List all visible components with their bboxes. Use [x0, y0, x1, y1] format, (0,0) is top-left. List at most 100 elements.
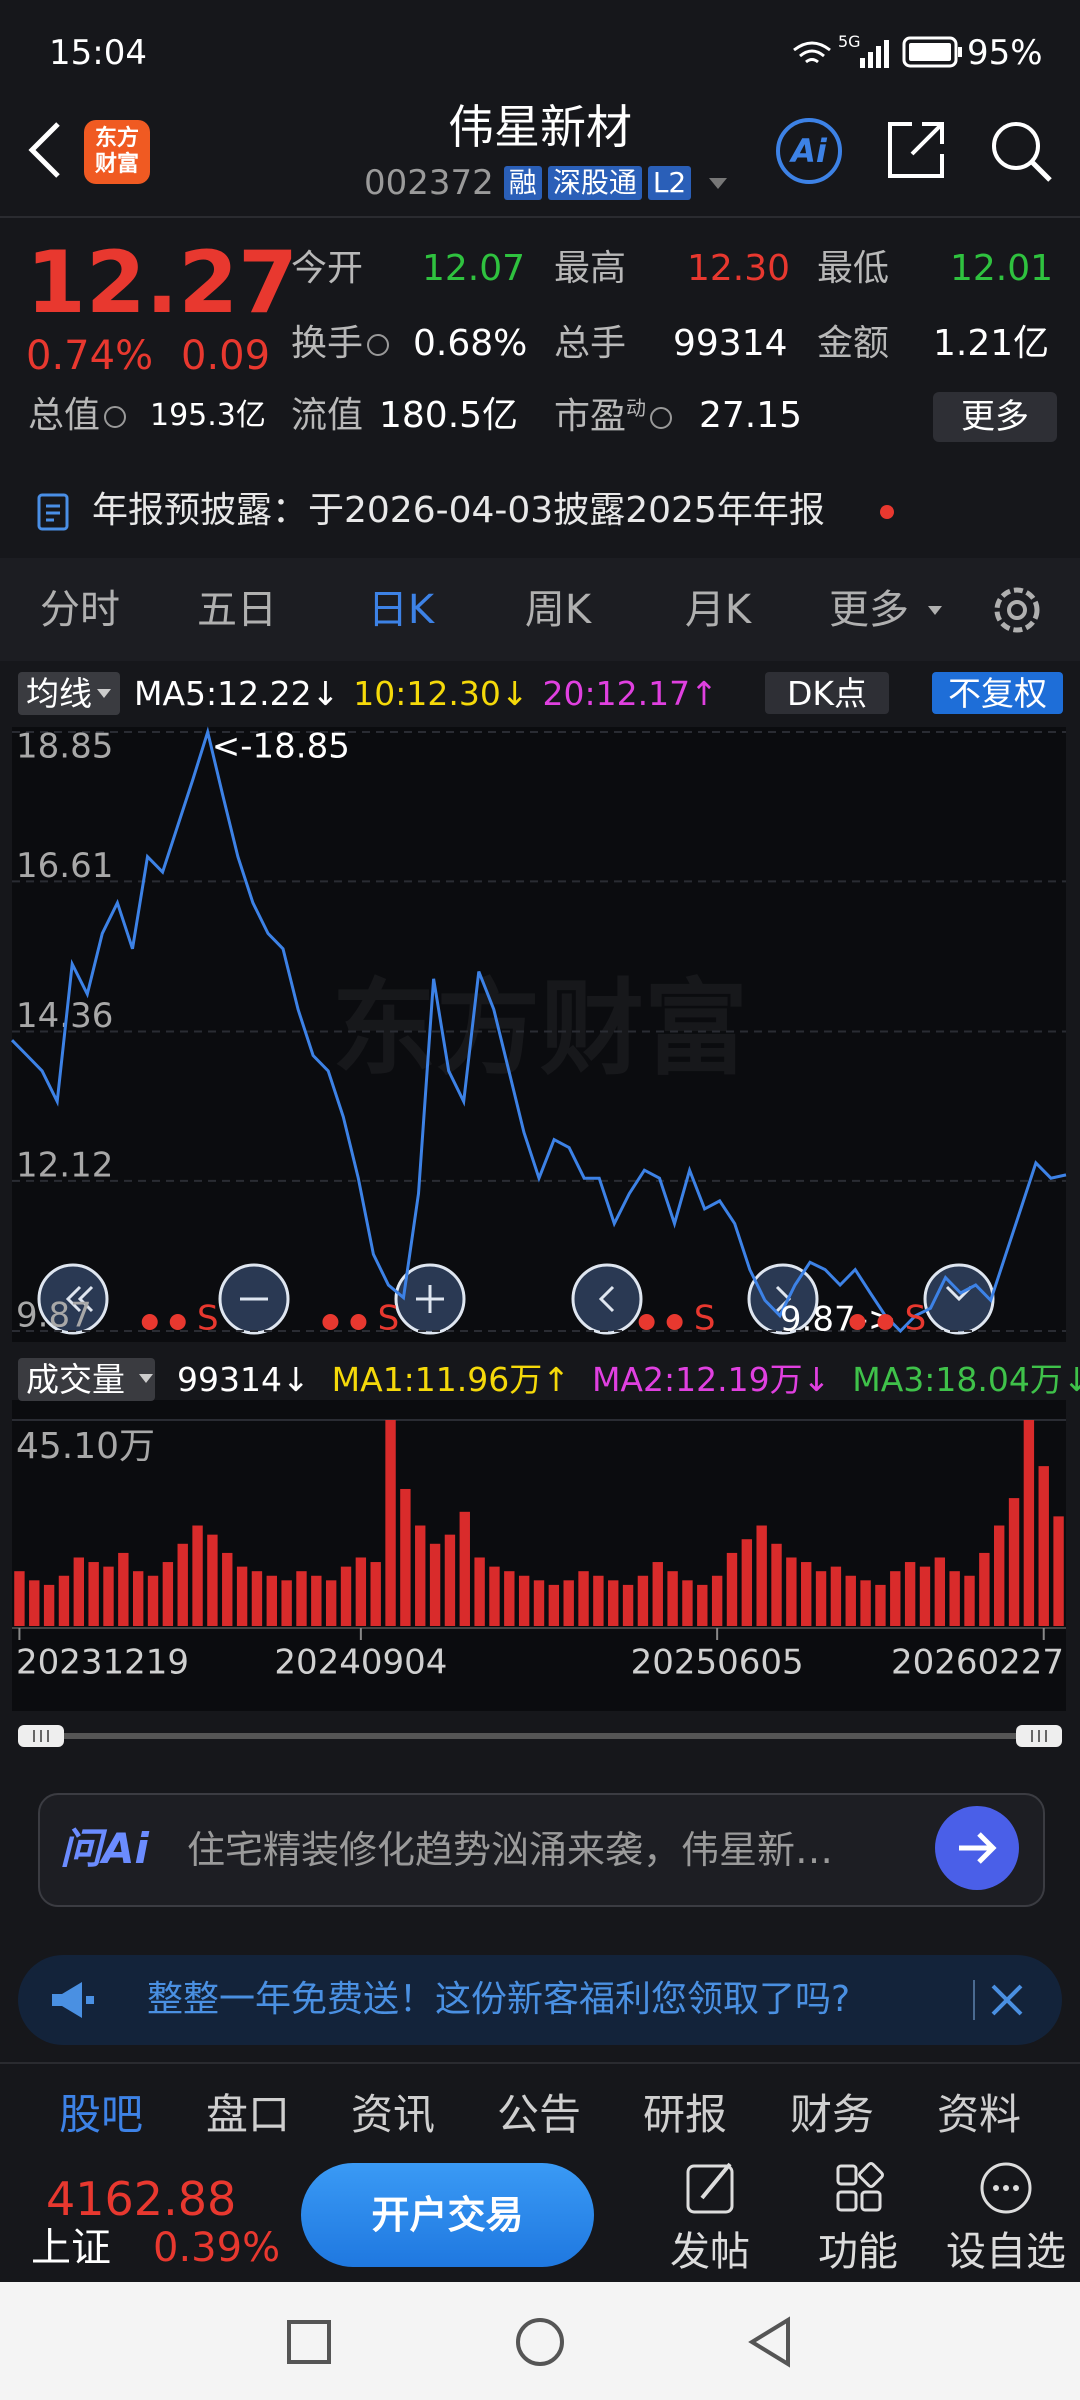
scroll-track [18, 1733, 1062, 1739]
volume-bar [29, 1580, 40, 1626]
ma-value: 10:12.30↓ [353, 674, 529, 713]
period-tab[interactable]: 分时 [40, 587, 120, 633]
volume-bar [964, 1575, 975, 1626]
more-button[interactable]: 更多 [933, 392, 1057, 442]
promo-icon [52, 1982, 94, 2018]
signal-dot [877, 1314, 894, 1330]
volume-bar [340, 1566, 352, 1626]
volume-bar [474, 1557, 485, 1626]
back-button[interactable] [22, 120, 66, 180]
period-tab[interactable]: 月K [684, 587, 752, 633]
promo-divider [973, 1980, 975, 2020]
promo-banner[interactable] [18, 1955, 1062, 2045]
bottom-tab[interactable]: 资讯 [350, 2090, 435, 2139]
volume-bar [370, 1562, 381, 1626]
share-button[interactable] [884, 118, 948, 182]
volume-bar [652, 1562, 663, 1626]
volume-bar [756, 1525, 767, 1626]
ma-value: 20:12.17↑ [542, 674, 718, 713]
volume-bar [236, 1566, 248, 1626]
signal-dot [849, 1314, 866, 1330]
x-tick-label: 20250605 [631, 1643, 804, 1683]
period-tab[interactable]: 五日 [197, 587, 277, 633]
volume-bar [682, 1580, 693, 1626]
volume-bar [726, 1552, 738, 1626]
dk-button[interactable]: DK点 [765, 672, 889, 714]
scroll-grips [33, 1730, 1047, 1742]
volume-bar [1038, 1466, 1049, 1626]
bottom-tab[interactable]: 公告 [496, 2090, 581, 2139]
volume-bar [593, 1575, 604, 1626]
ai-label: Ai [788, 132, 828, 170]
field-label: 最高 [554, 248, 627, 289]
volume-bar [489, 1566, 500, 1626]
volume-bar [504, 1571, 515, 1626]
field-value: 99314 [673, 323, 788, 364]
volume-bar [162, 1562, 174, 1626]
tab-more-caret [928, 606, 942, 615]
volume-bar [845, 1575, 856, 1626]
volume-bar [786, 1557, 797, 1626]
volume-bar [994, 1525, 1005, 1626]
info-icon [104, 406, 127, 428]
y-tick-label: 12.12 [16, 1145, 113, 1185]
volume-selector[interactable]: 成交量 [18, 1358, 155, 1401]
field-label: 市盈动 [554, 398, 673, 435]
chart-controls[interactable] [37, 1263, 995, 1335]
volume-bar [771, 1543, 782, 1626]
nav-buttons[interactable] [0, 2282, 1080, 2400]
adjust-button[interactable]: 不复权 [932, 672, 1063, 714]
notice-text[interactable]: 年报预披露：于2026-04-03披露2025年年报 [92, 490, 825, 531]
action-label[interactable]: 功能 [818, 2229, 898, 2275]
promo-text: 整整一年免费送！这份新客福利您领取了吗? [147, 1979, 851, 2020]
field-value: 180.5亿 [379, 395, 519, 436]
ai-brand: 问Ai [60, 1824, 149, 1873]
volume-bar [1053, 1516, 1064, 1626]
trade-button[interactable]: 开户交易 [301, 2163, 594, 2267]
min-label: 9.87-> [780, 1300, 896, 1340]
volume-bar [934, 1557, 946, 1626]
field-label: 流值 [291, 395, 364, 436]
status-time: 15:04 [49, 33, 147, 73]
ma-selector[interactable]: 均线 [18, 672, 120, 715]
field-label: 最低 [817, 248, 890, 289]
volume-bar [459, 1511, 470, 1626]
volume-bar [177, 1543, 188, 1626]
ai-send[interactable] [935, 1806, 1019, 1890]
bottom-tab[interactable]: 股吧 [58, 2090, 143, 2139]
period-tab[interactable]: 日K [367, 587, 435, 633]
volume-bar [815, 1571, 827, 1626]
volume-legend-item: MA2:12.19万↓ [591, 1360, 831, 1399]
volume-legend-item: 99314↓ [177, 1360, 310, 1399]
action-label[interactable]: 发帖 [670, 2229, 750, 2275]
signal-label: S [694, 1299, 716, 1339]
ai-input[interactable] [38, 1793, 1045, 1907]
index-name: 上证 [31, 2225, 111, 2271]
field-label: 总手 [554, 323, 627, 364]
volume-bar [711, 1575, 723, 1626]
ai-button[interactable]: Ai [774, 116, 844, 186]
bottom-tab[interactable]: 盘口 [205, 2090, 290, 2139]
change-pct: 0.74% [26, 333, 154, 379]
bottom-tab[interactable]: 研报 [642, 2090, 727, 2139]
field-value: 12.30 [687, 248, 791, 289]
max-label: <-18.85 [212, 727, 350, 767]
y-tick-label: 45.10万 [16, 1426, 155, 1467]
action-label[interactable]: 设自选 [946, 2229, 1066, 2275]
tag-dropdown[interactable] [709, 177, 728, 189]
period-tab[interactable]: 周K [524, 587, 592, 633]
bottom-tab[interactable]: 财务 [789, 2090, 874, 2139]
volume-bar [88, 1562, 99, 1626]
volume-bar [429, 1543, 441, 1626]
promo-close[interactable] [990, 1983, 1024, 2017]
period-tab[interactable]: 更多 [829, 587, 909, 633]
bottom-tab[interactable]: 资料 [936, 2090, 1021, 2139]
volume-bar [1023, 1420, 1035, 1626]
volume-bar [875, 1584, 886, 1626]
index-value: 4162.88 [46, 2172, 237, 2226]
search-button[interactable] [988, 118, 1054, 184]
change-amount: 0.09 [181, 333, 271, 379]
volume-bar [904, 1562, 916, 1626]
field-value: 0.68% [413, 323, 528, 364]
